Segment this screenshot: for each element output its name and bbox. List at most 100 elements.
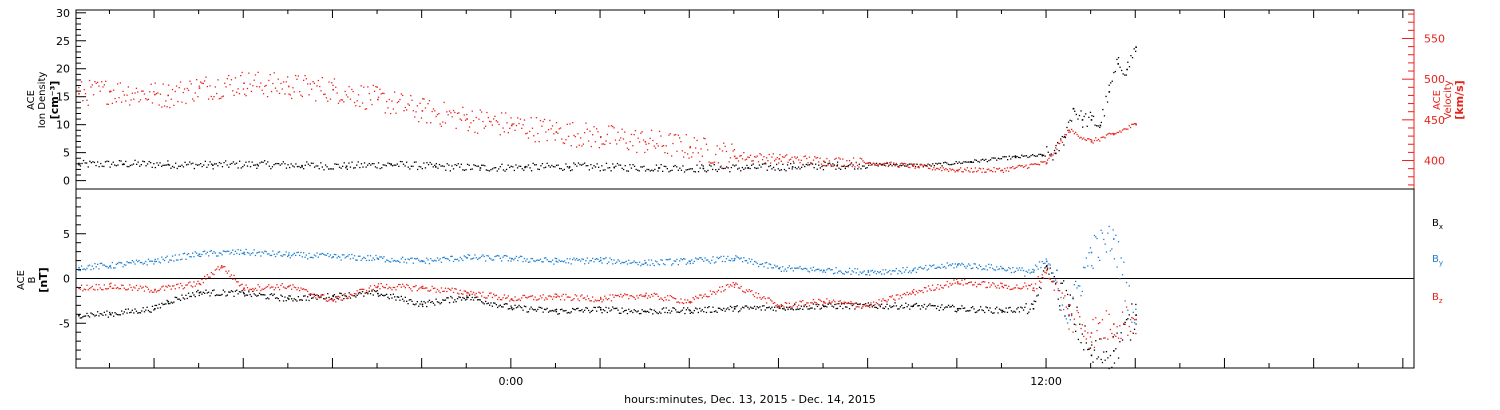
velocity-series-point bbox=[661, 145, 663, 147]
density-series-point bbox=[1103, 115, 1106, 117]
velocity-series-point bbox=[377, 98, 379, 101]
velocity-series-point bbox=[749, 154, 752, 156]
velocity-series-point bbox=[288, 93, 290, 95]
density-series-point bbox=[521, 168, 523, 170]
b-series-Bz-point bbox=[806, 302, 808, 304]
velocity-series-point bbox=[776, 156, 778, 159]
velocity-series-point bbox=[154, 82, 156, 84]
b-series-Bz-point bbox=[491, 296, 493, 299]
velocity-series-point bbox=[245, 95, 247, 97]
density-series-point bbox=[649, 170, 651, 172]
density-series-point bbox=[259, 162, 261, 164]
b-series-Bx-point bbox=[169, 302, 171, 305]
density-series-point bbox=[980, 159, 982, 161]
b-series-Bz-point bbox=[909, 292, 911, 294]
density-series-point bbox=[1105, 95, 1107, 98]
b-series-Bz-point bbox=[938, 288, 940, 290]
velocity-series-point bbox=[866, 162, 868, 164]
b-series-Bz-point bbox=[656, 293, 658, 295]
b-series-Bx-point bbox=[745, 305, 748, 307]
b-series-Bz-point bbox=[943, 284, 946, 287]
b-series-By-point bbox=[543, 257, 546, 259]
b-series-By-point bbox=[802, 268, 804, 271]
velocity-series-point bbox=[964, 168, 966, 170]
density-series-point bbox=[573, 162, 575, 164]
b-series-By-point bbox=[487, 255, 489, 257]
b-series-Bz-point bbox=[248, 289, 250, 291]
b-series-Bx-point bbox=[430, 301, 432, 304]
density-series-point bbox=[237, 167, 239, 169]
density-series-point bbox=[362, 166, 364, 168]
density-series-point bbox=[1078, 114, 1081, 117]
b-series-Bz-point bbox=[719, 286, 721, 288]
b-series-Bx-point bbox=[432, 302, 435, 304]
density-series-point bbox=[591, 167, 594, 169]
density-series-point bbox=[367, 164, 369, 166]
density-series-point bbox=[200, 163, 202, 165]
density-series-point bbox=[1058, 150, 1060, 152]
b-series-Bz-point bbox=[820, 300, 823, 302]
b-series-Bz-point bbox=[827, 302, 829, 304]
velocity-series-point bbox=[336, 92, 338, 94]
velocity-series-point bbox=[740, 155, 742, 157]
b-series-Bz-point bbox=[507, 295, 509, 297]
b-series-Bx-point bbox=[610, 309, 613, 311]
velocity-series-point bbox=[919, 163, 922, 165]
b-series-By-point bbox=[666, 259, 669, 261]
density-series-point bbox=[415, 161, 417, 163]
b-series-Bz-point bbox=[218, 269, 220, 271]
b-series-Bz-point bbox=[92, 288, 95, 290]
velocity-series-point bbox=[977, 169, 979, 172]
b-series-Bz-point bbox=[287, 286, 289, 288]
density-series-point bbox=[863, 165, 865, 167]
b-series-By-point bbox=[285, 251, 287, 253]
b-series-Bz-point bbox=[960, 283, 962, 285]
b-series-Bz-point bbox=[159, 288, 162, 290]
density-series-point bbox=[399, 160, 402, 163]
b-series-Bz-point bbox=[1119, 325, 1121, 327]
velocity-series-point bbox=[277, 78, 279, 80]
b-series-By-point bbox=[945, 267, 947, 269]
b-series-By-point bbox=[122, 266, 124, 268]
b-series-Bz-point bbox=[953, 279, 955, 281]
b-series-By-point bbox=[676, 258, 678, 261]
b-series-Bx-point bbox=[141, 310, 143, 312]
velocity-series-point bbox=[258, 86, 261, 88]
b-series-By-point bbox=[626, 263, 629, 265]
b-series-Bx-point bbox=[278, 300, 281, 302]
b-series-By-point bbox=[689, 262, 691, 265]
b-series-Bz-point bbox=[1013, 287, 1015, 289]
b-series-Bx-point bbox=[308, 299, 310, 302]
b-series-Bz-point bbox=[700, 294, 702, 296]
b-series-Bx-point bbox=[547, 311, 550, 313]
density-series-point bbox=[1090, 119, 1093, 121]
b-series-By-point bbox=[870, 270, 872, 272]
b-series-Bx-point bbox=[435, 298, 437, 300]
b-series-By-point bbox=[1135, 323, 1137, 325]
velocity-series-point bbox=[486, 111, 488, 114]
b-series-By-point bbox=[490, 258, 492, 260]
b-series-Bz-point bbox=[966, 283, 968, 285]
b-series-Bz-point bbox=[839, 300, 841, 302]
b-series-By-point bbox=[906, 266, 908, 269]
b-series-Bx-point bbox=[1038, 286, 1041, 288]
density-series-point bbox=[136, 163, 138, 165]
b-series-By-point bbox=[1097, 256, 1100, 258]
b-series-Bx-point bbox=[850, 303, 852, 305]
density-series-point bbox=[551, 164, 553, 167]
density-series-point bbox=[499, 166, 501, 168]
b-series-By-point bbox=[287, 255, 289, 258]
density-series-point bbox=[702, 167, 705, 170]
b-series-Bx-point bbox=[914, 303, 916, 305]
velocity-series-point bbox=[1135, 122, 1137, 125]
b-series-Bx-point bbox=[965, 310, 967, 312]
density-series-point bbox=[176, 167, 178, 170]
b-series-Bx-point bbox=[303, 295, 305, 297]
b-series-Bx-point bbox=[803, 305, 805, 308]
density-series-point bbox=[1128, 66, 1131, 68]
density-series-point bbox=[1069, 119, 1071, 121]
b-series-By-point bbox=[345, 256, 348, 258]
b-series-Bx-point bbox=[503, 303, 505, 305]
b-series-Bz-point bbox=[551, 298, 554, 300]
density-series-point bbox=[752, 163, 754, 165]
